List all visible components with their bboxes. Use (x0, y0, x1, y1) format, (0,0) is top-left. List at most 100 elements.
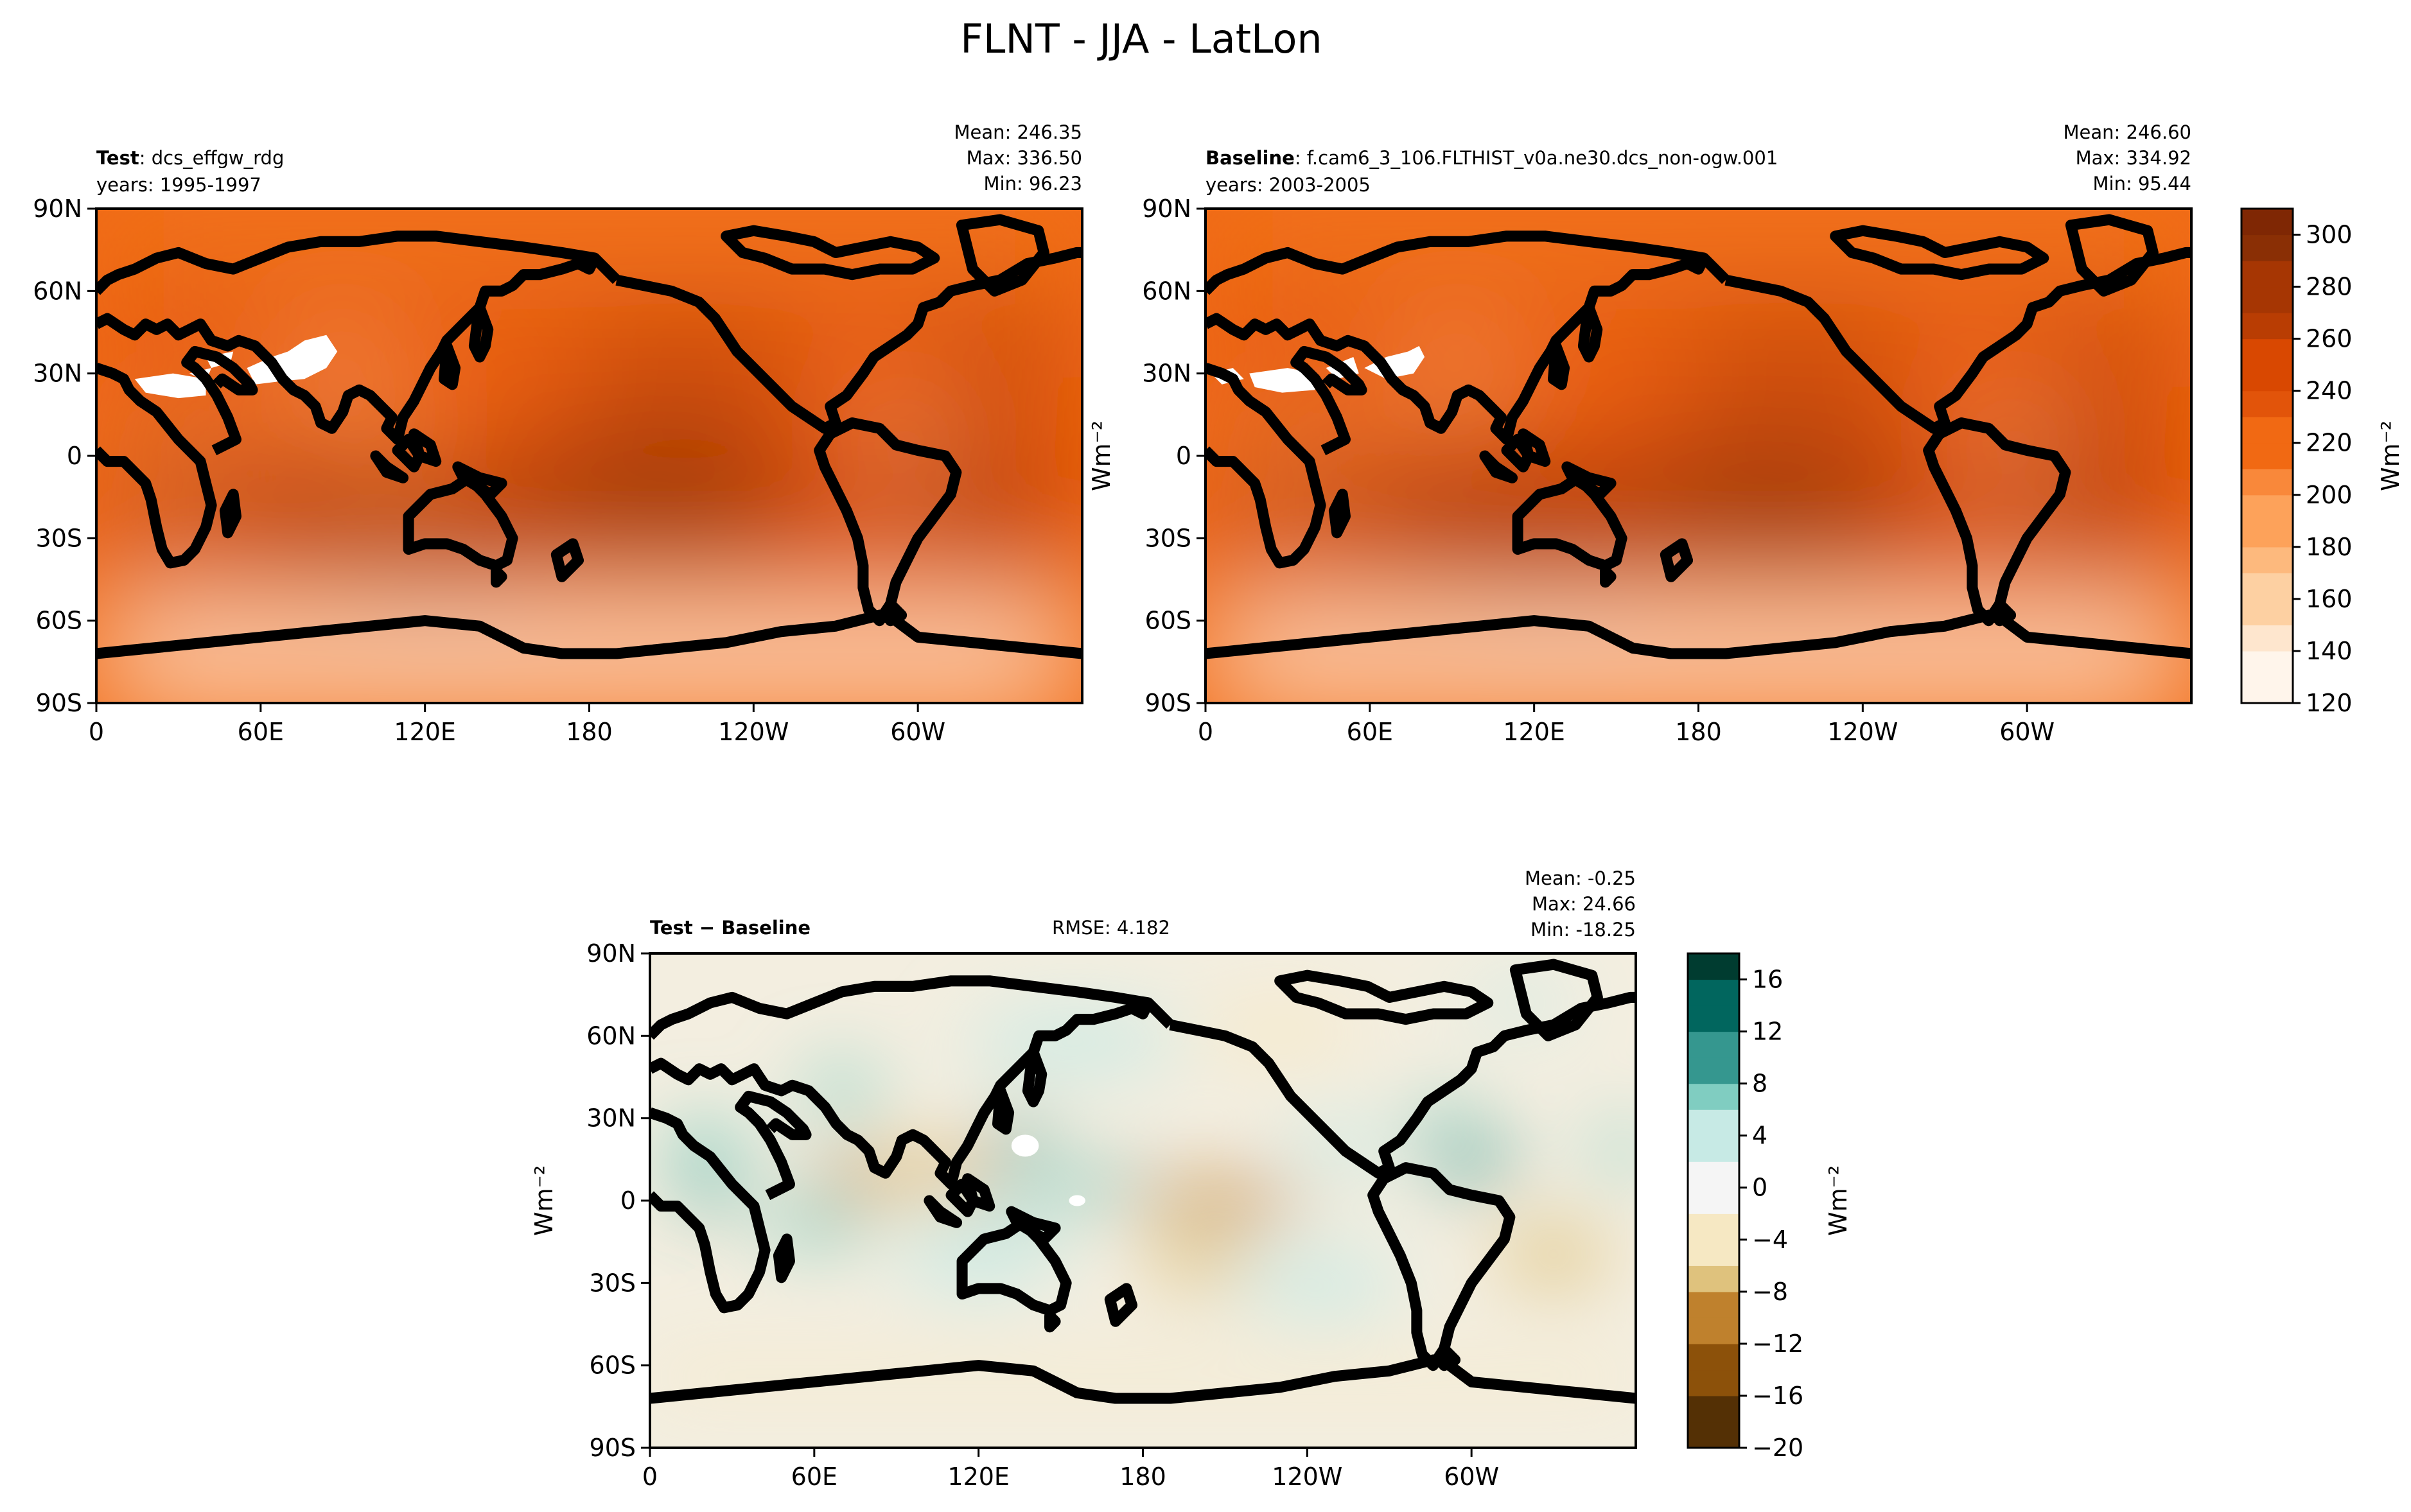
diff-xtick-label: 60W (1444, 1463, 1499, 1491)
main-colorbar-tick-label: 180 (2306, 533, 2353, 561)
diff-colorbar: −20 −16 −12 −8 −4 0 4 8 12 16 (1687, 952, 1803, 1462)
diff-panel: Test − Baseline RMSE: 4.182 Mean: -0.25 … (649, 867, 1637, 1449)
main-colorbar-segment (2241, 390, 2293, 417)
main-colorbar-segment (2241, 494, 2293, 521)
test-map-field (96, 209, 1082, 703)
baseline-max: Max: 334.92 (2076, 147, 2191, 169)
diff-colorbar-segment (1688, 1109, 1739, 1136)
test-xtick-label: 120W (718, 718, 789, 746)
diff-colorbar-segment (1688, 1057, 1739, 1084)
diff-colorbar-segment (1688, 1161, 1739, 1188)
main-colorbar-tick-label: 200 (2306, 481, 2353, 509)
diff-ytick-label: 60N (586, 1021, 636, 1050)
baseline-ytick-label: 30N (1142, 360, 1191, 388)
main-colorbar-segment (2241, 598, 2293, 626)
baseline-label: Baseline: f.cam6_3_106.FLTHIST_v0a.ne30.… (1206, 147, 1778, 169)
diff-ylabel-units: Wm⁻² (530, 1165, 558, 1236)
diff-colorbar-segment (1688, 1291, 1739, 1318)
test-years: years: 1995-1997 (96, 174, 261, 196)
test-max: Max: 336.50 (967, 147, 1082, 169)
diff-xtick-label: 120E (947, 1463, 1010, 1491)
test-ytick-label: 30S (36, 524, 82, 552)
baseline-xtick-label: 60W (1999, 718, 2055, 746)
diff-xtick-label: 60E (791, 1463, 837, 1491)
diff-colorbar-tick-label: −16 (1752, 1382, 1803, 1410)
baseline-ytick-label: 30S (1145, 524, 1191, 552)
main-colorbar-segment (2241, 469, 2293, 496)
diff-label: Test − Baseline (650, 917, 811, 939)
diff-ytick-label: 60S (590, 1351, 636, 1380)
test-mean: Mean: 246.35 (954, 121, 1082, 143)
test-label-bold: Test (96, 147, 139, 169)
main-colorbar-tick-label: 120 (2306, 689, 2353, 717)
baseline-ytick-label: 90N (1142, 195, 1191, 223)
diff-colorbar-segment (1688, 1421, 1739, 1448)
diff-xtick-label: 180 (1119, 1463, 1166, 1491)
baseline-years: years: 2003-2005 (1206, 174, 1371, 196)
test-xtick-label: 60W (890, 718, 945, 746)
diff-colorbar-segment (1688, 1213, 1739, 1240)
diff-min: Min: -18.25 (1530, 919, 1636, 941)
test-ytick-label: 60N (33, 277, 82, 305)
test-label: Test: dcs_effgw_rdg (96, 147, 284, 169)
diff-ytick-label: 90N (586, 939, 636, 968)
diff-colorbar-segment (1688, 1187, 1739, 1214)
diff-mean: Mean: -0.25 (1525, 867, 1636, 889)
diff-colorbar-segment (1688, 1317, 1739, 1344)
test-ytick-label: 0 (67, 442, 82, 470)
main-colorbar-segment (2241, 521, 2293, 548)
diff-colorbar-segment (1688, 1083, 1739, 1110)
baseline-xtick-label: 0 (1198, 718, 1213, 746)
main-colorbar-segment (2241, 261, 2293, 288)
diff-colorbar-tick-label: −12 (1752, 1330, 1803, 1358)
baseline-xtick-label: 180 (1675, 718, 1722, 746)
main-colorbar-segment (2241, 546, 2293, 573)
main-colorbar-segment (2241, 677, 2293, 704)
main-colorbar-tick-label: 260 (2306, 325, 2353, 353)
diff-colorbar-tick-label: −4 (1752, 1226, 1788, 1254)
diff-colorbar-tick-label: 12 (1752, 1018, 1783, 1046)
main-colorbar-tick-label: 160 (2306, 585, 2353, 613)
main-colorbar-segment (2241, 573, 2293, 600)
diff-map-field (650, 953, 1636, 1448)
baseline-ylabel-units: Wm⁻² (1087, 421, 1116, 491)
main-colorbar-segment (2241, 365, 2293, 392)
test-ytick-label: 30N (33, 360, 82, 388)
main-colorbar-units: Wm⁻² (2376, 421, 2405, 491)
baseline-min: Min: 95.44 (2093, 173, 2191, 195)
main-colorbar-tick-label: 240 (2306, 377, 2353, 405)
test-ytick-label: 60S (36, 607, 82, 635)
diff-colorbar-segment (1688, 979, 1739, 1006)
test-ytick-label: 90N (33, 195, 82, 223)
baseline-map-field (1206, 209, 2191, 703)
diff-colorbar-frame (1687, 952, 1740, 1449)
test-xtick-label: 120E (394, 718, 456, 746)
main-colorbar-segment (2241, 286, 2293, 313)
main-colorbar-tick-label: 140 (2306, 637, 2353, 665)
main-colorbar-segment (2241, 442, 2293, 469)
baseline-xtick-label: 60E (1347, 718, 1393, 746)
main-colorbar-segment (2241, 650, 2293, 678)
main-colorbar: 120 140 160 180 200 220 240 260 280 300 (2240, 207, 2353, 717)
diff-ytick-label: 30S (590, 1269, 636, 1297)
diff-colorbar-tick-label: 0 (1752, 1174, 1767, 1202)
main-colorbar-segment (2241, 313, 2293, 340)
main-colorbar-segment (2241, 625, 2293, 652)
baseline-mean: Mean: 246.60 (2064, 121, 2191, 143)
baseline-xtick-label: 120W (1827, 718, 1898, 746)
test-panel: Test: dcs_effgw_rdg years: 1995-1997 Mea… (95, 121, 1083, 704)
baseline-label-rest: : f.cam6_3_106.FLTHIST_v0a.ne30.dcs_non-… (1295, 147, 1778, 169)
diff-rmse: RMSE: 4.182 (1052, 917, 1170, 939)
diff-colorbar-segment (1688, 1369, 1739, 1396)
test-label-rest: : dcs_effgw_rdg (139, 147, 285, 169)
baseline-ytick-label: 60S (1145, 607, 1191, 635)
baseline-ytick-label: 90S (1145, 689, 1191, 717)
baseline-xtick-label: 120E (1503, 718, 1565, 746)
test-min: Min: 96.23 (984, 173, 1082, 195)
diff-colorbar-tick-label: 4 (1752, 1122, 1767, 1150)
diff-ytick-label: 90S (590, 1434, 636, 1462)
baseline-label-bold: Baseline (1206, 147, 1295, 169)
main-colorbar-tick-label: 280 (2306, 273, 2353, 301)
